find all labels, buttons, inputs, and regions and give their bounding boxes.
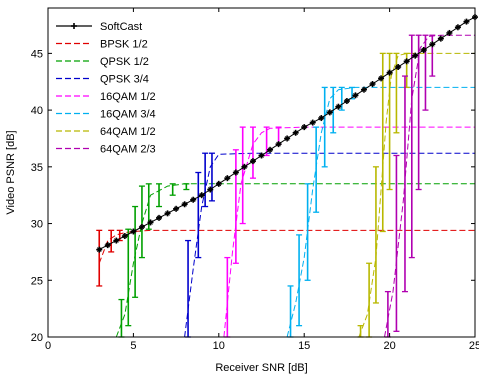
softcast-marker bbox=[148, 220, 153, 225]
softcast-marker bbox=[361, 87, 367, 93]
softcast-marker bbox=[429, 41, 435, 47]
softcast-marker bbox=[276, 141, 281, 147]
legend-label: 16QAM 1/2 bbox=[100, 91, 156, 103]
softcast-marker bbox=[182, 201, 187, 207]
softcast-marker bbox=[421, 47, 427, 53]
series-line bbox=[223, 126, 475, 338]
y-tick-label: 45 bbox=[31, 48, 43, 60]
plot-series-group bbox=[96, 14, 478, 338]
softcast-marker bbox=[387, 70, 392, 76]
softcast-marker bbox=[131, 229, 136, 234]
x-axis-label: Receiver SNR [dB] bbox=[215, 362, 307, 374]
series-line bbox=[286, 86, 475, 338]
legend-label: 16QAM 3/4 bbox=[100, 109, 156, 121]
softcast-marker bbox=[378, 75, 384, 81]
softcast-marker bbox=[190, 197, 196, 203]
softcast-marker bbox=[139, 224, 145, 230]
softcast-marker bbox=[464, 19, 469, 24]
x-tick-label: 15 bbox=[298, 340, 310, 352]
softcast-marker bbox=[105, 242, 111, 248]
y-tick-label: 35 bbox=[31, 162, 43, 174]
softcast-marker bbox=[216, 181, 222, 187]
plot-frame bbox=[47, 7, 476, 338]
softcast-marker bbox=[395, 64, 401, 70]
softcast-marker bbox=[310, 120, 316, 125]
x-tick-label: 10 bbox=[213, 340, 225, 352]
softcast-marker bbox=[207, 187, 213, 192]
softcast-marker bbox=[173, 206, 179, 212]
legend: SoftCast BPSK 1/2 QPSK 1/2 QPSK 3/4 16QAM 1/… bbox=[56, 21, 156, 156]
softcast-marker bbox=[113, 238, 119, 243]
softcast-marker bbox=[412, 53, 418, 59]
y-tick-label: 30 bbox=[31, 219, 43, 231]
softcast-marker bbox=[165, 210, 170, 216]
softcast-marker bbox=[327, 110, 333, 115]
legend-label: QPSK 3/4 bbox=[100, 74, 149, 86]
y-tick-label: 20 bbox=[31, 332, 43, 344]
x-tick-label: 20 bbox=[383, 340, 395, 352]
softcast-marker bbox=[259, 153, 264, 158]
softcast-marker bbox=[318, 115, 324, 121]
softcast-marker bbox=[404, 58, 410, 64]
softcast-marker bbox=[199, 192, 205, 198]
softcast-marker bbox=[250, 158, 256, 164]
series-line bbox=[184, 152, 475, 338]
legend-label: QPSK 1/2 bbox=[100, 56, 149, 68]
series-line bbox=[115, 183, 475, 338]
softcast-marker bbox=[344, 98, 350, 104]
series-line bbox=[98, 229, 475, 264]
x-tick-label: 0 bbox=[45, 340, 51, 352]
softcast-marker bbox=[336, 104, 341, 110]
softcast-marker bbox=[156, 215, 162, 221]
softcast-marker bbox=[370, 81, 375, 87]
softcast-marker bbox=[301, 124, 307, 130]
legend-label: 64QAM 2/3 bbox=[100, 144, 156, 156]
softcast-marker bbox=[242, 164, 247, 170]
legend-label: SoftCast bbox=[100, 21, 142, 33]
softcast-marker bbox=[224, 175, 230, 181]
softcast-marker bbox=[447, 30, 452, 36]
softcast-marker bbox=[353, 93, 358, 98]
x-tick-label: 5 bbox=[130, 340, 136, 352]
series-line bbox=[384, 34, 475, 338]
softcast-marker bbox=[438, 36, 444, 41]
softcast-marker bbox=[122, 233, 128, 239]
softcast-marker bbox=[233, 170, 239, 175]
softcast-marker bbox=[96, 247, 102, 252]
y-tick-label: 40 bbox=[31, 105, 43, 117]
legend-label: BPSK 1/2 bbox=[100, 39, 148, 51]
legend-label: 64QAM 1/2 bbox=[100, 126, 156, 138]
y-tick-label: 25 bbox=[31, 275, 43, 287]
y-axis-label: Video PSNR [dB] bbox=[5, 130, 17, 214]
softcast-marker bbox=[455, 24, 461, 30]
softcast-marker bbox=[293, 130, 299, 136]
softcast-marker bbox=[284, 136, 290, 141]
x-tick-label: 25 bbox=[469, 340, 479, 352]
softcast-marker bbox=[267, 147, 273, 153]
axes-group: 0 5 10 15 20 25 20 25 30 35 40 45 bbox=[31, 8, 479, 352]
